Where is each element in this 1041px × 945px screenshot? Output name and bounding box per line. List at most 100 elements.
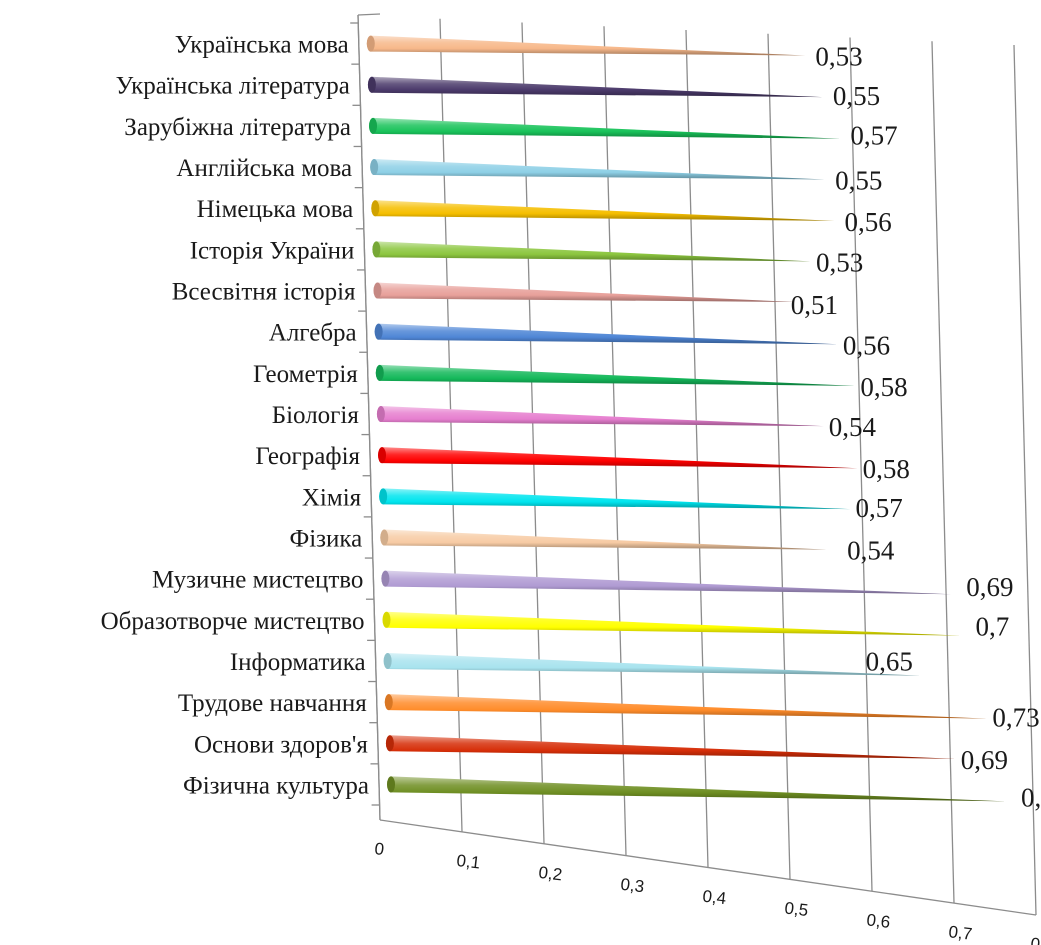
x-tick-label: 0,7 [948, 922, 974, 944]
bar-cone-base [380, 529, 389, 546]
gridlines [357, 14, 1037, 916]
value-label: 0,56 [843, 330, 890, 360]
x-tick-label: 0,1 [456, 851, 482, 873]
gridline-x [685, 29, 709, 868]
bar-cone [376, 406, 824, 427]
bar-cone [374, 323, 838, 345]
category-label: Історія України [190, 237, 355, 264]
bar-cone-base [376, 406, 385, 422]
value-label: 0,54 [847, 536, 895, 566]
bar-cone-base [367, 76, 376, 93]
category-label: Трудове навчання [178, 690, 367, 717]
bar-cone-base [366, 35, 375, 52]
x-tick-label: 0 [374, 839, 386, 859]
bars [366, 35, 1007, 802]
category-label: Географія [255, 443, 360, 470]
category-label: Німецька мова [197, 196, 354, 223]
bar-cone [382, 611, 961, 636]
value-label: 0,54 [829, 412, 877, 442]
bar-cone [381, 570, 952, 595]
value-label: 0,51 [791, 290, 838, 320]
x-tick-label: 0,3 [620, 875, 646, 897]
bar-cone-base [385, 735, 394, 752]
category-label: Алгебра [269, 320, 357, 347]
bar-cone-base [370, 159, 379, 176]
bar-cone-base [375, 364, 384, 381]
bar-cone [372, 241, 812, 262]
category-label: Біологія [272, 402, 360, 429]
x-tick-label: 0,5 [784, 898, 810, 920]
category-label: Фізична культура [183, 772, 369, 799]
value-label: 0,53 [815, 42, 862, 72]
value-label: 0,55 [833, 81, 880, 111]
bar-cone-base [384, 694, 393, 711]
bar-cone-base [374, 323, 383, 340]
category-label: Фізика [289, 525, 362, 552]
category-label: Інформатика [230, 649, 366, 676]
bar-cone [385, 735, 956, 759]
bar-cone-base [369, 117, 378, 134]
value-label: 0,69 [961, 745, 1008, 775]
value-label: 0,7 [976, 612, 1010, 642]
value-label: 0,57 [850, 121, 897, 151]
value-label: 0,57 [856, 493, 903, 523]
category-label: Музичне мистецтво [152, 567, 363, 594]
bar-cone-base [371, 200, 380, 217]
x-axis-line [379, 819, 1037, 916]
x-tick-label: 0,8 [1030, 934, 1041, 945]
category-label: Хімія [302, 484, 362, 511]
bar-cone-base [381, 570, 390, 587]
category-label: Англійська мова [176, 155, 352, 182]
axis-corner [357, 13, 381, 16]
bar-cone [370, 159, 826, 180]
bar-cone-base [382, 611, 391, 628]
axes [350, 13, 1037, 916]
gridline-x [603, 26, 627, 856]
category-label: Геометрія [253, 361, 358, 388]
bar-cone-base [383, 652, 392, 669]
bar-cone [373, 282, 796, 303]
x-tick-label: 0,6 [866, 910, 892, 932]
value-label: 0,56 [844, 207, 891, 237]
bar-cone [379, 488, 851, 510]
bar-cone-base [378, 447, 387, 464]
bar-cone-base [379, 488, 388, 505]
value-label: 0,65 [866, 647, 913, 677]
bar-cone [367, 76, 823, 98]
bar-cone [384, 694, 988, 719]
bar-cone-base [387, 776, 396, 793]
category-label: Основи здоров'я [194, 731, 368, 758]
y-axis-line [357, 14, 381, 821]
bar-cone [375, 364, 856, 386]
gridline-x [767, 33, 791, 880]
x-tick-label: 0,4 [702, 887, 728, 909]
bar-cone [383, 652, 921, 676]
value-label: 0,58 [860, 372, 907, 402]
bar-cone [371, 200, 835, 221]
value-label: 0,73 [992, 703, 1039, 733]
bar-cone [378, 447, 858, 469]
category-label: Всесвітня історія [172, 279, 356, 306]
gridline-x [849, 37, 873, 892]
category-label: Українська мова [175, 32, 349, 59]
category-label: Зарубіжна література [124, 114, 351, 141]
value-label: 0,69 [966, 572, 1013, 602]
value-labels: 0,530,550,570,550,560,530,510,560,580,54… [791, 42, 1041, 813]
gridline-x [521, 22, 545, 844]
value-label: 0,58 [863, 454, 910, 484]
gridline-x [931, 41, 955, 904]
category-label: Українська література [116, 73, 350, 100]
bar-cone-base [373, 282, 382, 299]
bar-cone [366, 35, 806, 56]
value-label: 0,53 [816, 247, 863, 277]
category-label: Образотворче мистецтво [101, 608, 365, 635]
gridline-x [1013, 44, 1037, 916]
x-tick-labels: 0 0,1 0,2 0,3 0,4 0,5 0,6 0,7 0,8 [374, 839, 1041, 945]
value-label: 0,75 [1021, 782, 1041, 812]
bar-cone [387, 776, 1007, 802]
gridline-x [439, 18, 463, 832]
bar-cone [380, 529, 828, 550]
x-tick-label: 0,2 [538, 863, 564, 885]
bar-cone-base [372, 241, 381, 258]
